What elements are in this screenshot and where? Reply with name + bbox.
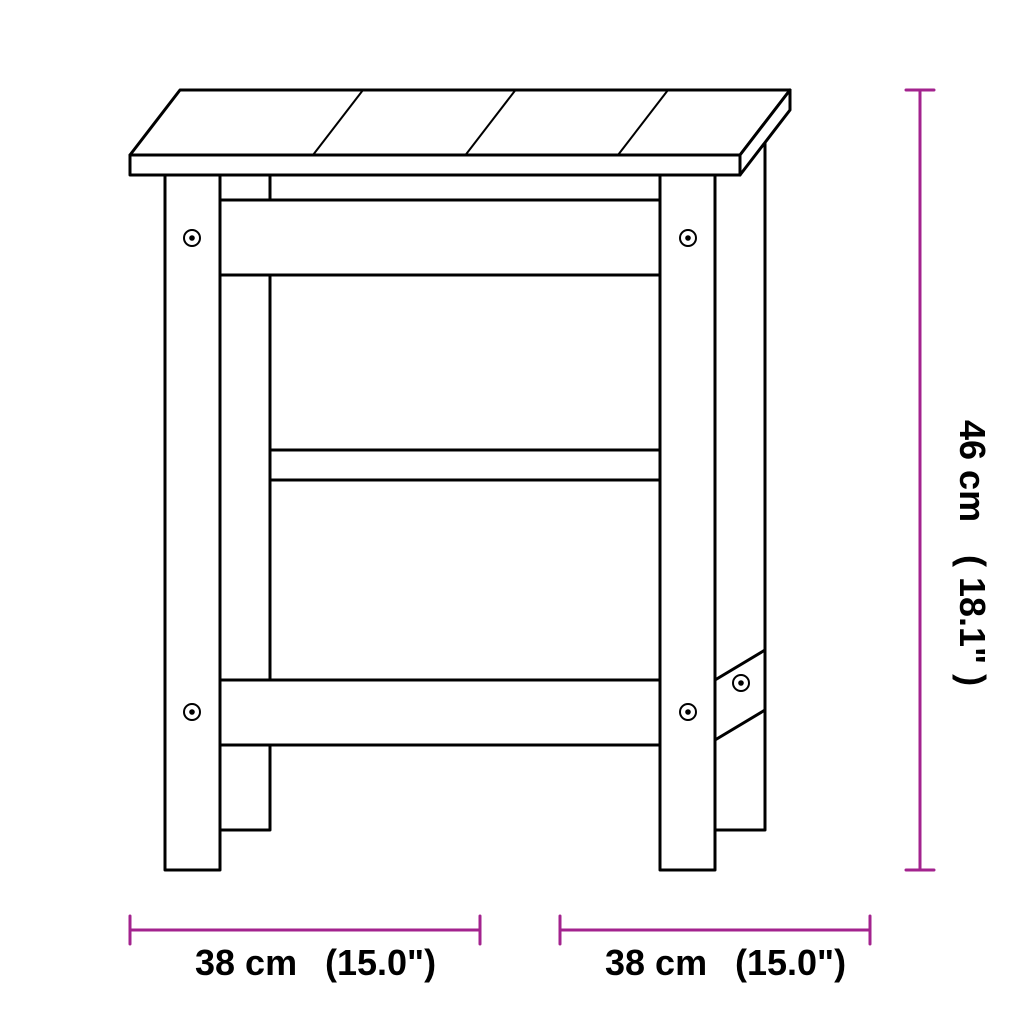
dim-width-imperial: (15.0") [325, 942, 436, 983]
dim-height-imperial: ( 18.1" ) [952, 555, 993, 686]
dim-height-metric: 46 cm [952, 420, 993, 522]
dim-depth-metric: 38 cm [605, 942, 707, 983]
dim-depth-imperial: (15.0") [735, 942, 846, 983]
dim-width-metric: 38 cm [195, 942, 297, 983]
